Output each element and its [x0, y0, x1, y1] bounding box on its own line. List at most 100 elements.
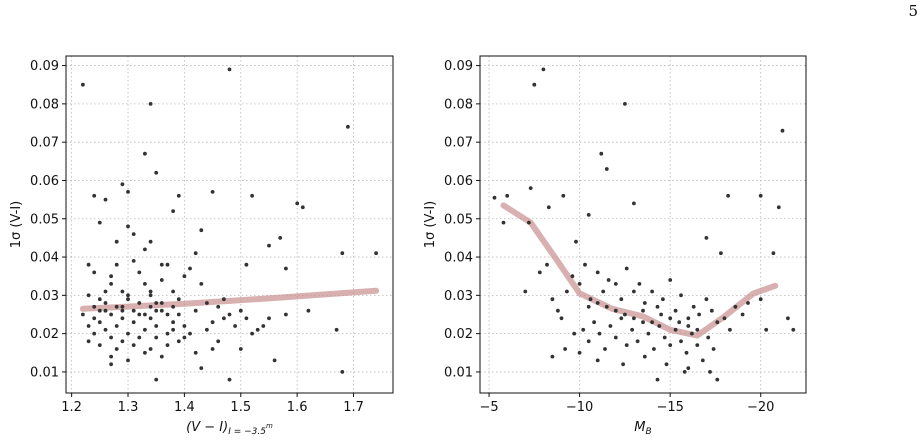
data-point: [695, 343, 700, 347]
data-point: [137, 335, 142, 340]
data-point: [143, 312, 147, 317]
data-point: [623, 102, 627, 106]
data-point: [659, 312, 663, 317]
data-point: [662, 335, 667, 340]
data-point: [131, 308, 136, 313]
data-point: [244, 262, 249, 267]
data-point: [679, 339, 683, 344]
data-point: [148, 289, 153, 294]
data-point: [227, 67, 232, 72]
data-point: [143, 350, 147, 355]
y-tick-label: 0.04: [444, 251, 473, 266]
y-tick-label: 0.08: [30, 97, 59, 112]
data-point: [148, 347, 153, 351]
data-point: [595, 358, 600, 363]
data-point: [574, 239, 578, 244]
data-point: [603, 347, 607, 351]
data-point: [691, 304, 696, 309]
data-point: [572, 331, 577, 336]
data-point: [97, 220, 102, 225]
data-point: [583, 262, 587, 267]
data-point: [556, 308, 560, 313]
data-point: [550, 354, 555, 359]
y-tick-label: 0.08: [444, 97, 473, 112]
data-point: [619, 316, 624, 321]
data-point: [621, 362, 625, 367]
data-point: [154, 377, 159, 382]
chart-panel-left: 1.2 1.3 1.4 1.5 1.6 1.7 0.01 0.02 0.03 0.04 0.05 0.…: [9, 55, 394, 437]
data-point: [715, 377, 720, 382]
data-point: [746, 301, 750, 305]
data-point: [501, 220, 506, 225]
data-point: [650, 320, 654, 325]
chart-panel-right: −5 −10 −15 −20 0.01 0.02 0.03 0.04 0.05 0.06 0.07 0…: [423, 55, 807, 437]
data-point: [613, 308, 618, 313]
data-point: [97, 343, 102, 347]
trend-line: [79, 287, 380, 312]
data-point: [244, 316, 249, 321]
data-point: [148, 239, 153, 244]
data-point: [97, 320, 102, 325]
data-point: [114, 304, 119, 309]
data-point: [642, 301, 647, 305]
data-point: [704, 236, 709, 240]
data-point: [668, 316, 673, 321]
y-tick-label: 0.07: [444, 136, 473, 151]
y-tick-label: 0.03: [444, 289, 473, 304]
data-point: [227, 377, 232, 382]
data-point: [559, 316, 564, 321]
data-point: [686, 324, 691, 328]
data-point: [637, 282, 642, 286]
x-tick-label: 1.5: [230, 400, 251, 415]
data-point: [182, 324, 187, 328]
data-point: [193, 308, 198, 313]
x-tick-label: −10: [566, 400, 593, 415]
data-point: [131, 259, 136, 263]
data-point: [109, 354, 113, 359]
data-point: [632, 316, 636, 321]
data-point: [143, 282, 147, 286]
data-point: [103, 197, 108, 202]
data-point: [238, 308, 243, 313]
data-point: [159, 301, 164, 305]
data-point: [668, 278, 673, 282]
data-point: [570, 274, 575, 279]
data-point: [171, 209, 176, 214]
x-axis-label: MB: [634, 420, 651, 437]
data-point: [250, 331, 255, 336]
x-tick-label: 1.3: [118, 400, 139, 415]
data-point: [114, 239, 119, 244]
y-tick-label: 0.09: [30, 59, 59, 74]
data-point: [597, 331, 602, 336]
data-point: [86, 339, 91, 344]
data-point: [148, 102, 153, 106]
data-point: [131, 343, 136, 347]
data-point: [528, 186, 533, 191]
data-point: [697, 312, 701, 317]
plot-frame: [479, 55, 807, 394]
data-point: [340, 370, 345, 374]
data-point: [340, 251, 345, 256]
data-point: [624, 266, 629, 271]
data-point: [300, 205, 305, 210]
data-point: [148, 304, 153, 309]
data-point: [722, 316, 727, 321]
data-point: [780, 128, 785, 133]
y-tick-label: 0.01: [30, 365, 59, 380]
data-point: [126, 293, 130, 298]
data-point: [682, 370, 687, 374]
data-point: [545, 262, 549, 267]
data-point: [92, 270, 97, 275]
data-point: [86, 262, 91, 267]
data-point: [126, 358, 130, 363]
data-point: [171, 304, 176, 309]
data-point: [295, 201, 300, 206]
x-tick-label: −5: [479, 400, 498, 415]
data-point: [154, 301, 159, 305]
data-point: [120, 304, 125, 309]
data-point: [595, 301, 600, 305]
data-point: [92, 304, 97, 309]
data-point: [550, 297, 555, 302]
data-point: [114, 347, 119, 351]
data-point: [652, 347, 656, 351]
